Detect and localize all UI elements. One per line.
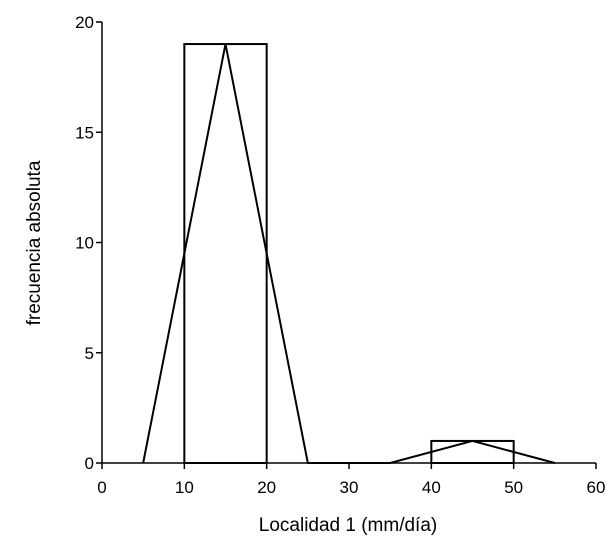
- y-tick-label: 10: [75, 234, 94, 253]
- x-tick-label: 50: [504, 478, 523, 497]
- y-tick-label: 15: [75, 123, 94, 142]
- x-tick-label: 20: [257, 478, 276, 497]
- x-tick-label: 30: [340, 478, 359, 497]
- x-tick-label: 10: [175, 478, 194, 497]
- histogram-bar-0: [183, 43, 268, 465]
- y-tick-label: 0: [85, 454, 94, 473]
- y-tick-label: 20: [75, 13, 94, 32]
- x-tick-label: 0: [97, 478, 106, 497]
- plot-area: [142, 43, 556, 465]
- frequency-polygon: [142, 43, 556, 464]
- x-axis-title: Localidad 1 (mm/día): [259, 515, 437, 536]
- x-tick-label: 60: [587, 478, 606, 497]
- histogram-bar-3: [430, 439, 515, 465]
- axes: 0 10 20 30 40 50 60 0 5 10 15 20: [75, 13, 605, 497]
- y-axis-title: frecuencia absoluta: [24, 160, 45, 325]
- y-tick-label: 5: [85, 344, 94, 363]
- x-tick-label: 40: [422, 478, 441, 497]
